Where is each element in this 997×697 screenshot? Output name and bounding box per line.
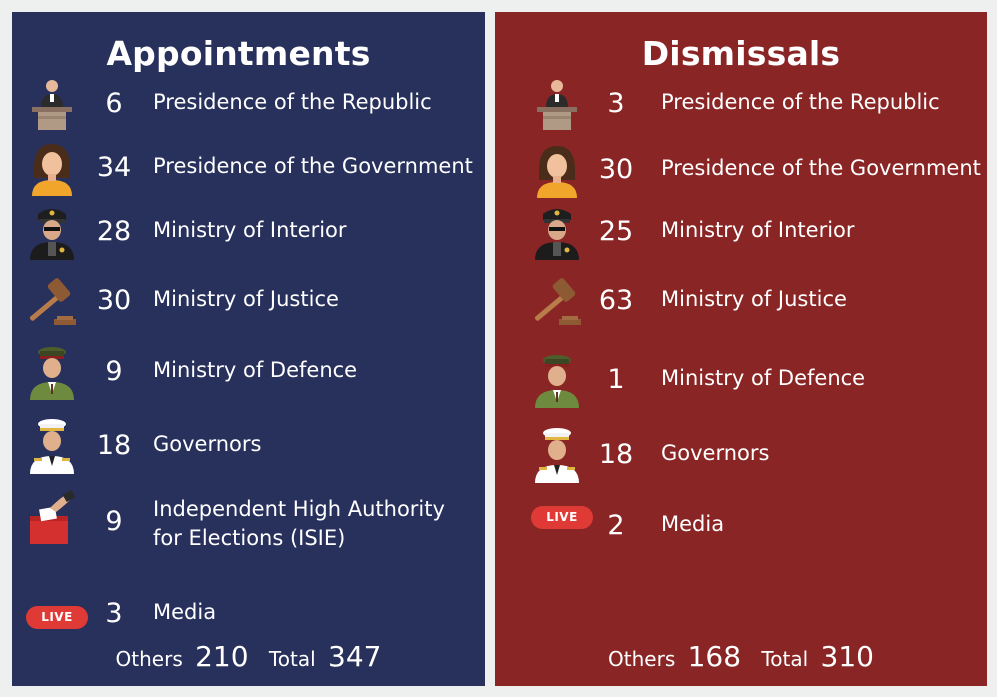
item-label: Ministry of Justice <box>153 287 339 311</box>
police-officer-icon <box>529 202 585 262</box>
item-count: 3 <box>607 88 625 119</box>
others-label: Others <box>608 647 676 671</box>
item-count: 28 <box>96 216 132 247</box>
item-label: Presidence of the Government <box>153 154 473 178</box>
podium-speaker-icon <box>24 74 80 134</box>
item-label: Ministry of Defence <box>661 366 866 390</box>
gavel-icon <box>24 271 80 331</box>
list-item: 28 Ministry of Interior <box>12 202 485 262</box>
item-count: 6 <box>105 88 123 119</box>
dismissals-totals: Others 168 Total 310 <box>495 640 987 673</box>
item-label: Presidence of the Government <box>661 156 981 180</box>
gavel-icon <box>529 271 585 331</box>
dismissals-title: Dismissals <box>641 34 841 73</box>
live-badge-icon: LIVE <box>531 506 593 529</box>
appointments-title: Appointments <box>106 34 371 73</box>
item-count: 25 <box>598 216 634 247</box>
item-count: 9 <box>105 356 123 387</box>
item-label-line2: for Elections (ISIE) <box>153 526 346 550</box>
podium-speaker-icon <box>529 74 585 134</box>
item-label: Governors <box>153 432 262 456</box>
item-label: Presidence of the Republic <box>661 90 940 114</box>
item-count: 9 <box>105 506 123 537</box>
item-label: Media <box>153 600 217 624</box>
item-label-line1: Independent High Authority <box>153 497 445 521</box>
item-label: Presidence of the Republic <box>153 90 432 114</box>
others-value: 168 <box>687 640 742 673</box>
item-count: 18 <box>96 430 132 461</box>
ballot-box-icon <box>24 490 80 550</box>
list-item: 30 Presidence of the Government <box>495 140 987 200</box>
appointments-totals: Others 210 Total 347 <box>12 640 485 673</box>
item-label: Ministry of Justice <box>661 287 847 311</box>
dismissals-panel: Dismissals 3 Presidence of the Republic … <box>495 12 987 686</box>
live-badge-icon: LIVE <box>26 606 88 629</box>
list-item: 34 Presidence of the Government <box>12 138 485 198</box>
item-count: 3 <box>105 598 123 629</box>
item-label: Ministry of Interior <box>153 218 347 242</box>
list-item: 9 Independent High Authority for Electio… <box>12 490 485 550</box>
item-count: 1 <box>607 364 625 395</box>
item-label: Governors <box>661 441 770 465</box>
total-label: Total <box>268 647 316 671</box>
list-item: LIVE 2 Media <box>495 496 987 556</box>
woman-avatar-icon <box>529 140 585 200</box>
woman-avatar-icon <box>24 138 80 198</box>
list-item: LIVE 3 Media <box>12 584 485 644</box>
list-item: 9 Ministry of Defence <box>12 342 485 402</box>
total-label: Total <box>761 647 809 671</box>
item-count: 18 <box>598 439 634 470</box>
police-officer-icon <box>24 202 80 262</box>
list-item: 18 Governors <box>495 425 987 485</box>
item-label: Ministry of Defence <box>153 358 358 382</box>
item-label: Ministry of Interior <box>661 218 855 242</box>
list-item: 63 Ministry of Justice <box>495 271 987 331</box>
item-count: 2 <box>607 510 625 541</box>
list-item: 30 Ministry of Justice <box>12 271 485 331</box>
army-officer-icon <box>24 342 80 402</box>
total-value: 347 <box>328 640 382 673</box>
governor-icon <box>529 425 585 485</box>
governor-icon <box>24 416 80 476</box>
item-count: 30 <box>96 285 132 316</box>
item-count: 63 <box>598 285 634 316</box>
list-item: 25 Ministry of Interior <box>495 202 987 262</box>
list-item: 3 Presidence of the Republic <box>495 74 987 134</box>
item-count: 30 <box>598 154 634 185</box>
list-item: 18 Governors <box>12 416 485 476</box>
item-label: Independent High Authority for Elections… <box>153 495 445 553</box>
item-count: 34 <box>96 152 132 183</box>
others-value: 210 <box>195 640 249 673</box>
item-label: Media <box>661 512 725 536</box>
total-value: 310 <box>820 640 874 673</box>
list-item: 6 Presidence of the Republic <box>12 74 485 134</box>
appointments-panel: Appointments 6 Presidence of the Republi… <box>12 12 485 686</box>
others-label: Others <box>115 647 183 671</box>
army-officer-icon <box>529 350 585 410</box>
list-item: 1 Ministry of Defence <box>495 350 987 410</box>
